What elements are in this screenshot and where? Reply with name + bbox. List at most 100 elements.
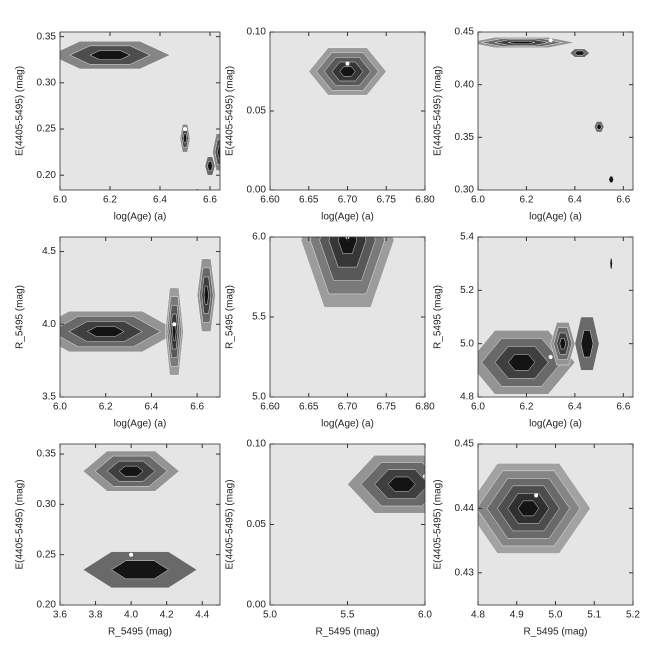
y-axis-label: R_5495 (mag) bbox=[433, 285, 444, 349]
panel: 6.0 6.2 6.4 6.6 0.30 0.35 0.40 0.45 log(Age) (a)… bbox=[433, 27, 634, 223]
panel: 3.6 3.8 4.0 4.2 4.4 0.20 0.25 0.30 0.35 R_5495 (m… bbox=[15, 443, 221, 638]
plot-frame bbox=[59, 236, 221, 398]
plot-frame bbox=[477, 236, 634, 398]
panel: 6.0 6.2 6.4 6.6 0.20 0.25 0.30 0.35 log(Age) (a)… bbox=[15, 31, 221, 223]
x-tick-label: 6.4 bbox=[568, 402, 582, 413]
contours bbox=[82, 450, 198, 589]
y-tick-label: 0.35 bbox=[37, 449, 57, 460]
contour-level bbox=[596, 123, 602, 130]
y-tick-label: 0.30 bbox=[37, 499, 57, 510]
contour-level bbox=[580, 330, 594, 358]
x-tick-label: 6.0 bbox=[53, 195, 67, 206]
contours bbox=[300, 237, 395, 308]
panel: 6.60 6.65 6.70 6.75 6.80 5.0 5.5 6.0 log(Age) (a… bbox=[225, 232, 436, 430]
y-tick-label: 0.35 bbox=[37, 31, 57, 42]
contour-level bbox=[339, 66, 356, 77]
y-axis-label: E(4405-5495) (mag) bbox=[433, 66, 444, 156]
contour-level bbox=[559, 338, 567, 350]
x-tick-label: 6.70 bbox=[338, 195, 358, 206]
y-tick-label: 5.0 bbox=[460, 338, 474, 349]
y-tick-label: 0.10 bbox=[247, 27, 267, 38]
y-tick-label: 0.05 bbox=[247, 519, 267, 530]
contour-level bbox=[608, 176, 614, 183]
panel: 6.0 6.2 6.4 6.6 4.8 5.0 5.2 5.4 log(Age) (a) R_54… bbox=[433, 232, 634, 430]
contours bbox=[347, 455, 425, 514]
contour-level bbox=[118, 465, 144, 477]
x-axis-label: log(Age) (a) bbox=[321, 212, 374, 223]
contour-level bbox=[217, 145, 220, 159]
x-tick-label: 6.2 bbox=[519, 402, 533, 413]
y-tick-label: 0.25 bbox=[37, 549, 57, 560]
y-tick-label: 0.45 bbox=[455, 27, 475, 38]
contour-level bbox=[508, 41, 535, 45]
x-axis-label: log(Age) (a) bbox=[529, 212, 582, 223]
x-tick-label: 5.1 bbox=[587, 610, 601, 621]
y-tick-label: 6.0 bbox=[252, 232, 266, 243]
x-tick-label: 4.8 bbox=[471, 610, 485, 621]
x-tick-label: 4.4 bbox=[195, 610, 209, 621]
y-axis-label: E(4405-5495) (mag) bbox=[433, 479, 444, 569]
panel: 6.0 6.2 6.4 6.6 3.5 4.0 4.5 log(Age) (a) R_5495 … bbox=[15, 236, 221, 430]
contour-level bbox=[203, 285, 209, 305]
x-tick-label: 6.60 bbox=[260, 402, 280, 413]
contour-level bbox=[183, 133, 187, 144]
y-tick-label: 4.0 bbox=[42, 319, 56, 330]
y-tick-label: 0.43 bbox=[455, 567, 475, 578]
y-axis-label: E(4405-5495) (mag) bbox=[15, 479, 26, 569]
contours bbox=[478, 37, 614, 183]
x-tick-label: 6.4 bbox=[568, 195, 582, 206]
x-tick-label: 5.0 bbox=[549, 610, 563, 621]
contour-level bbox=[508, 354, 536, 371]
y-axis-label: E(4405-5495) (mag) bbox=[15, 66, 26, 156]
panel: 5.0 5.5 6.0 0.00 0.05 0.10 R_5495 (mag) E(4405-… bbox=[225, 439, 433, 638]
best-fit-point bbox=[548, 355, 553, 359]
x-axis-label: log(Age) (a) bbox=[114, 212, 167, 223]
x-tick-label: 6.60 bbox=[260, 195, 280, 206]
x-axis-label: R_5495 (mag) bbox=[108, 627, 172, 638]
best-fit-point bbox=[423, 474, 425, 479]
y-tick-label: 5.0 bbox=[252, 392, 266, 403]
y-tick-label: 0.00 bbox=[247, 600, 267, 611]
y-tick-label: 0.30 bbox=[37, 77, 57, 88]
best-fit-point bbox=[548, 38, 553, 43]
contour-level bbox=[207, 161, 213, 171]
best-fit-point bbox=[129, 552, 134, 557]
x-tick-label: 6.80 bbox=[415, 195, 435, 206]
x-tick-label: 4.9 bbox=[510, 610, 524, 621]
x-tick-label: 6.70 bbox=[338, 402, 358, 413]
y-tick-label: 4.8 bbox=[460, 392, 474, 403]
x-tick-label: 6.2 bbox=[103, 195, 117, 206]
contour-level bbox=[387, 476, 416, 492]
best-fit-point bbox=[345, 61, 350, 66]
x-tick-label: 5.5 bbox=[341, 610, 355, 621]
contour-level bbox=[87, 326, 125, 337]
x-tick-label: 6.0 bbox=[471, 195, 485, 206]
contour-level bbox=[517, 500, 539, 517]
x-tick-label: 5.2 bbox=[626, 610, 640, 621]
y-tick-label: 0.10 bbox=[247, 439, 267, 450]
y-tick-label: 0.35 bbox=[455, 132, 475, 143]
x-tick-label: 3.6 bbox=[53, 610, 67, 621]
x-tick-label: 6.4 bbox=[153, 195, 167, 206]
x-tick-label: 6.2 bbox=[519, 195, 533, 206]
x-axis-label: log(Age) (a) bbox=[529, 419, 582, 430]
x-tick-label: 6.75 bbox=[377, 195, 397, 206]
panel: 4.8 4.9 5.0 5.1 5.2 0.43 0.44 0.45 R_5495 (mag) E… bbox=[433, 439, 641, 638]
x-axis-label: R_5495 (mag) bbox=[316, 627, 380, 638]
x-axis-label: log(Age) (a) bbox=[321, 419, 374, 430]
plot-frame bbox=[477, 31, 634, 191]
x-tick-label: 6.75 bbox=[377, 402, 397, 413]
panel: 6.60 6.65 6.70 6.75 6.80 0.00 0.05 0.10 log(Age)… bbox=[225, 27, 436, 223]
contours bbox=[60, 41, 220, 190]
contour-level bbox=[89, 50, 131, 60]
y-axis-label: R_5495 (mag) bbox=[225, 285, 236, 349]
contours bbox=[478, 463, 591, 554]
y-tick-label: 0.30 bbox=[455, 185, 475, 196]
x-tick-label: 5.0 bbox=[263, 610, 277, 621]
x-tick-label: 6.0 bbox=[471, 402, 485, 413]
contour-level bbox=[574, 50, 585, 56]
y-tick-label: 3.5 bbox=[42, 392, 56, 403]
contour-level bbox=[609, 258, 613, 270]
x-tick-label: 6.6 bbox=[616, 402, 630, 413]
